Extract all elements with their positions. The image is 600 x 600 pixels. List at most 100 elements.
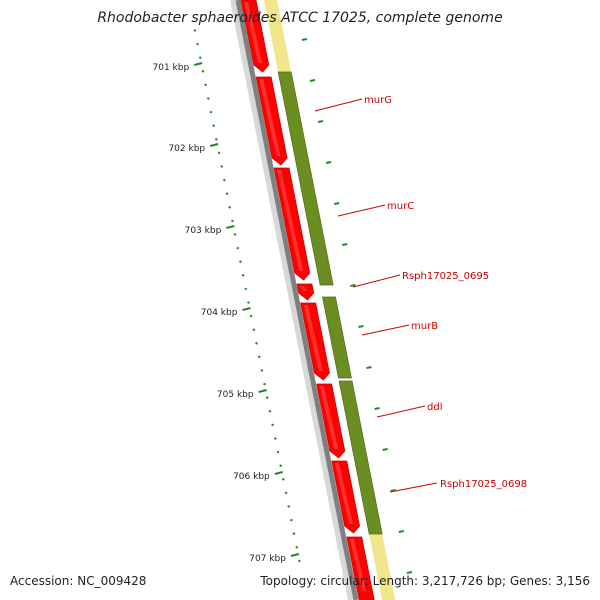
kbp-label: 704 kbp: [201, 308, 238, 318]
major-tick: [258, 389, 267, 393]
minor-tick: [214, 137, 218, 141]
minor-tick: [276, 450, 280, 454]
gene-leader-line: [314, 98, 363, 112]
minor-tick: [225, 192, 229, 196]
right-tick: [309, 79, 316, 82]
major-tick: [209, 143, 219, 147]
backbone-shadow: [230, 0, 354, 600]
minor-tick: [212, 124, 216, 128]
minor-tick: [239, 260, 242, 264]
minor-tick: [206, 97, 210, 100]
minor-tick: [268, 409, 272, 413]
minor-tick: [289, 518, 293, 522]
feature-track: [264, 0, 396, 600]
right-tick: [382, 448, 388, 451]
kbp-label: 703 kbp: [185, 226, 222, 236]
gene-label[interactable]: Rsph17025_0695: [402, 271, 489, 282]
right-tick: [366, 366, 372, 369]
gene-arrow: [316, 383, 346, 459]
major-tick: [290, 553, 300, 557]
feature-band: [264, 0, 292, 72]
minor-tick: [247, 301, 250, 304]
gene-arrow-highlight: [334, 463, 354, 524]
major-tick: [226, 225, 235, 229]
minor-tick: [271, 423, 275, 427]
minor-tick: [244, 287, 248, 291]
right-tick: [333, 202, 340, 205]
minor-tick: [217, 151, 221, 155]
minor-tick: [249, 314, 253, 318]
right-tick: [390, 489, 396, 492]
map-title: Rhodobacter sphaeroides ATCC 17025, comp…: [97, 10, 503, 26]
gene-arrow: [300, 302, 330, 381]
minor-tick: [252, 328, 256, 332]
cds-block: [322, 296, 352, 379]
gene-arrow-highlight: [349, 539, 367, 591]
right-tick: [350, 284, 356, 287]
minor-tick: [281, 477, 285, 481]
gene-arrow-highlight: [259, 79, 281, 156]
major-tick: [242, 307, 251, 311]
cds-block: [338, 380, 383, 535]
gene-label[interactable]: Rsph17025_0698: [440, 479, 527, 490]
gene-labels: murG murC Rsph17025_0695 murB ddl Rsph17025_0…: [314, 95, 527, 493]
cds-block: [277, 71, 334, 286]
right-tick: [398, 530, 405, 533]
gene-label[interactable]: murG: [364, 95, 392, 106]
accession-text: Accession: NC_009428: [10, 574, 147, 588]
minor-tick: [236, 246, 240, 250]
major-tick: [193, 62, 203, 66]
right-tick: [317, 120, 324, 123]
gene-leader-line: [337, 204, 386, 217]
gene-arrow-highlight: [303, 305, 323, 371]
right-tick: [358, 325, 364, 328]
gene-leader-line: [376, 405, 426, 418]
kbp-label: 707 kbp: [249, 554, 286, 564]
feature-band: [368, 530, 396, 600]
minor-tick: [233, 233, 237, 236]
minor-tick: [263, 382, 267, 386]
minor-tick: [196, 42, 200, 46]
minor-tick: [265, 396, 269, 400]
gene-arrow: [273, 167, 311, 281]
minor-tick: [295, 545, 299, 549]
tick-marks: [193, 29, 413, 574]
minor-tick: [260, 369, 264, 372]
minor-tick: [255, 341, 258, 345]
gene-arrow: [331, 460, 360, 534]
kbp-label: 701 kbp: [153, 63, 190, 73]
minor-tick: [228, 205, 232, 209]
gene-arrow-highlight: [244, 2, 263, 63]
minor-tick: [230, 219, 234, 223]
minor-tick: [222, 178, 226, 182]
minor-tick: [279, 464, 283, 468]
minor-tick: [220, 165, 224, 168]
gene-arrow-highlight: [277, 170, 304, 271]
minor-tick: [257, 355, 261, 359]
gene-label[interactable]: ddl: [427, 402, 442, 413]
gene-track: [240, 0, 375, 600]
right-tick: [342, 243, 348, 246]
minor-tick: [198, 56, 202, 60]
gene-arrow: [296, 283, 315, 301]
genome-backbone: [235, 0, 359, 600]
minor-tick: [297, 559, 301, 563]
minor-tick: [193, 29, 197, 32]
gene-arrow-highlight: [299, 286, 308, 291]
gene-leader-line: [361, 324, 410, 336]
minor-tick: [287, 505, 291, 508]
gene-arrow: [346, 536, 375, 600]
genome-summary-text: Topology: circular; Length: 3,217,726 bp…: [260, 574, 590, 588]
right-tick: [406, 571, 413, 574]
right-tick: [325, 161, 332, 164]
minor-tick: [284, 491, 288, 495]
cds-track: [277, 71, 383, 535]
gene-label[interactable]: murC: [387, 201, 414, 212]
minor-tick: [292, 532, 296, 536]
kbp-label: 706 kbp: [233, 472, 270, 482]
gene-label[interactable]: murB: [411, 321, 438, 332]
minor-tick: [241, 273, 245, 277]
kbp-ruler: 701 kbp 702 kbp 703 kbp 704 kbp 705 kbp 706 k…: [153, 62, 300, 564]
minor-tick: [209, 110, 213, 114]
